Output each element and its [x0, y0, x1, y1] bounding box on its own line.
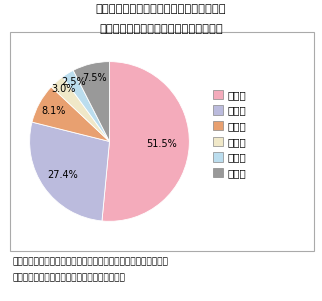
Text: 図表３　タクシー会社における定年の年齢: 図表３ タクシー会社における定年の年齢 [96, 5, 226, 14]
Wedge shape [32, 87, 109, 141]
Wedge shape [51, 77, 109, 141]
Text: （資料）全国ハイヤー・タクシー連合会「ハイヤー・タクシー業: （資料）全国ハイヤー・タクシー連合会「ハイヤー・タクシー業 [13, 257, 169, 266]
Wedge shape [102, 62, 189, 221]
Text: 3.0%: 3.0% [51, 84, 76, 94]
Wedge shape [73, 62, 109, 141]
Text: 27.4%: 27.4% [47, 170, 78, 180]
Text: 51.5%: 51.5% [146, 139, 177, 149]
Legend: ６５歳, ６０歳, ７０歳, ６２歳, ６３歳, その他: ６５歳, ６０歳, ７０歳, ６２歳, ６３歳, その他 [213, 90, 246, 178]
Wedge shape [62, 70, 109, 141]
Text: 8.1%: 8.1% [41, 106, 66, 116]
Text: 高齢者の活躍に向けたガイドライン」より抜粤: 高齢者の活躍に向けたガイドライン」より抜粤 [13, 273, 126, 282]
Text: （定年があると回答したタクシー会社）: （定年があると回答したタクシー会社） [99, 24, 223, 34]
Text: 2.5%: 2.5% [61, 77, 86, 87]
Wedge shape [30, 122, 109, 221]
Text: 7.5%: 7.5% [82, 73, 107, 83]
